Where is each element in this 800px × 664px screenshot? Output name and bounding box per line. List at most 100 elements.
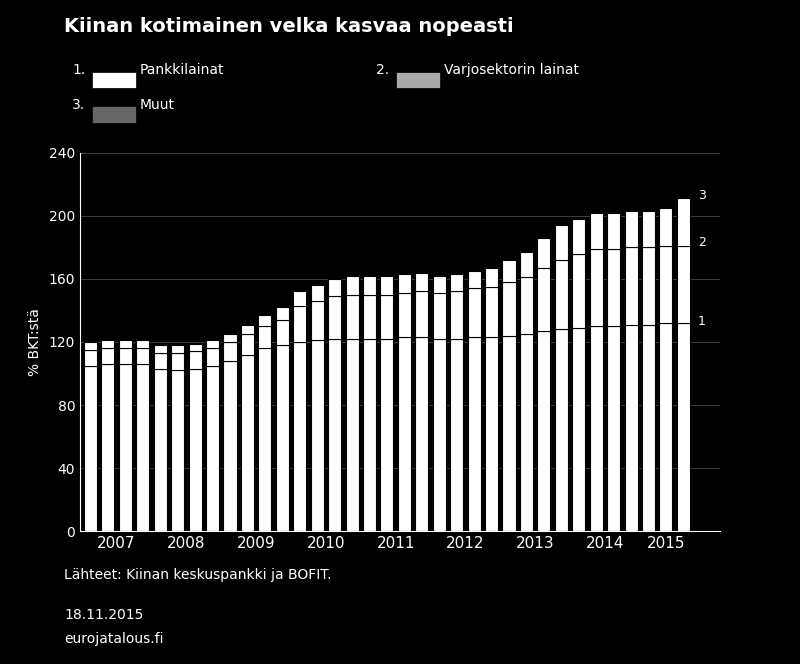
Bar [485, 287, 498, 337]
Bar [310, 341, 324, 531]
Bar [450, 291, 463, 339]
Bar [467, 288, 481, 337]
Bar [171, 345, 184, 353]
Bar [223, 342, 237, 361]
Bar [258, 326, 271, 348]
Bar [398, 274, 411, 293]
Bar [276, 307, 289, 320]
Bar [363, 276, 376, 295]
Bar [258, 348, 271, 531]
Bar [102, 364, 114, 531]
Text: Muut: Muut [140, 98, 175, 112]
Bar [346, 295, 358, 339]
Bar [677, 246, 690, 323]
Bar [310, 301, 324, 341]
Bar [102, 341, 114, 348]
Bar [92, 106, 136, 123]
Bar [293, 305, 306, 342]
Bar [607, 326, 620, 531]
Bar [538, 331, 550, 531]
Bar [502, 282, 515, 335]
Bar [241, 334, 254, 355]
Bar [293, 291, 306, 305]
Bar [677, 199, 690, 246]
Bar [328, 339, 341, 531]
Bar [554, 260, 568, 329]
Bar [415, 272, 428, 291]
Bar [223, 361, 237, 531]
Bar [310, 286, 324, 301]
Bar [380, 295, 394, 339]
Bar [659, 246, 673, 323]
Bar [398, 337, 411, 531]
Bar [328, 296, 341, 339]
Bar [572, 328, 586, 531]
Bar [607, 249, 620, 326]
Bar [538, 268, 550, 331]
Bar [328, 279, 341, 296]
Bar [415, 291, 428, 337]
Bar [485, 337, 498, 531]
Bar [538, 238, 550, 268]
Bar [625, 211, 638, 247]
Bar [659, 323, 673, 531]
Bar [398, 293, 411, 337]
Bar [520, 278, 533, 334]
Text: Pankkilainat: Pankkilainat [140, 63, 225, 77]
Text: 1.: 1. [72, 63, 86, 77]
Text: 2: 2 [698, 236, 706, 249]
Bar [433, 293, 446, 339]
Bar [241, 355, 254, 531]
Bar [102, 348, 114, 364]
Bar [380, 339, 394, 531]
Bar [154, 353, 166, 369]
Bar [572, 254, 586, 328]
Text: 3.: 3. [72, 98, 85, 112]
Bar [84, 366, 97, 531]
Text: 1: 1 [698, 315, 706, 328]
Bar [276, 345, 289, 531]
Text: Varjosektorin lainat: Varjosektorin lainat [444, 63, 579, 77]
Bar [206, 348, 219, 366]
Bar [241, 325, 254, 334]
Bar [346, 276, 358, 295]
Bar [450, 274, 463, 291]
Bar [154, 345, 166, 353]
Bar [206, 366, 219, 531]
Bar [607, 212, 620, 249]
Text: 18.11.2015: 18.11.2015 [64, 608, 143, 622]
Bar [467, 271, 481, 288]
Text: 3: 3 [698, 189, 706, 202]
Bar [84, 350, 97, 366]
Bar [590, 326, 602, 531]
Bar [590, 249, 602, 326]
Text: 2.: 2. [376, 63, 389, 77]
Bar [119, 348, 132, 364]
Bar [642, 248, 655, 325]
Bar [363, 295, 376, 339]
Text: Kiinan kotimainen velka kasvaa nopeasti: Kiinan kotimainen velka kasvaa nopeasti [64, 17, 514, 36]
Bar [276, 320, 289, 345]
Bar [502, 260, 515, 282]
Bar [92, 72, 136, 88]
Bar [520, 252, 533, 278]
Bar [415, 337, 428, 531]
Bar [154, 369, 166, 531]
Bar [554, 225, 568, 260]
Bar [346, 339, 358, 531]
Bar [119, 364, 132, 531]
Bar [467, 337, 481, 531]
Bar [590, 212, 602, 249]
Y-axis label: % BKT:stä: % BKT:stä [28, 308, 42, 376]
Bar [119, 341, 132, 348]
Bar [189, 343, 202, 351]
Bar [433, 339, 446, 531]
Bar [223, 334, 237, 342]
Bar [520, 334, 533, 531]
Bar [136, 341, 150, 348]
Bar [485, 268, 498, 287]
Bar [258, 315, 271, 326]
Bar [206, 341, 219, 348]
Bar [84, 342, 97, 350]
Bar [171, 371, 184, 531]
